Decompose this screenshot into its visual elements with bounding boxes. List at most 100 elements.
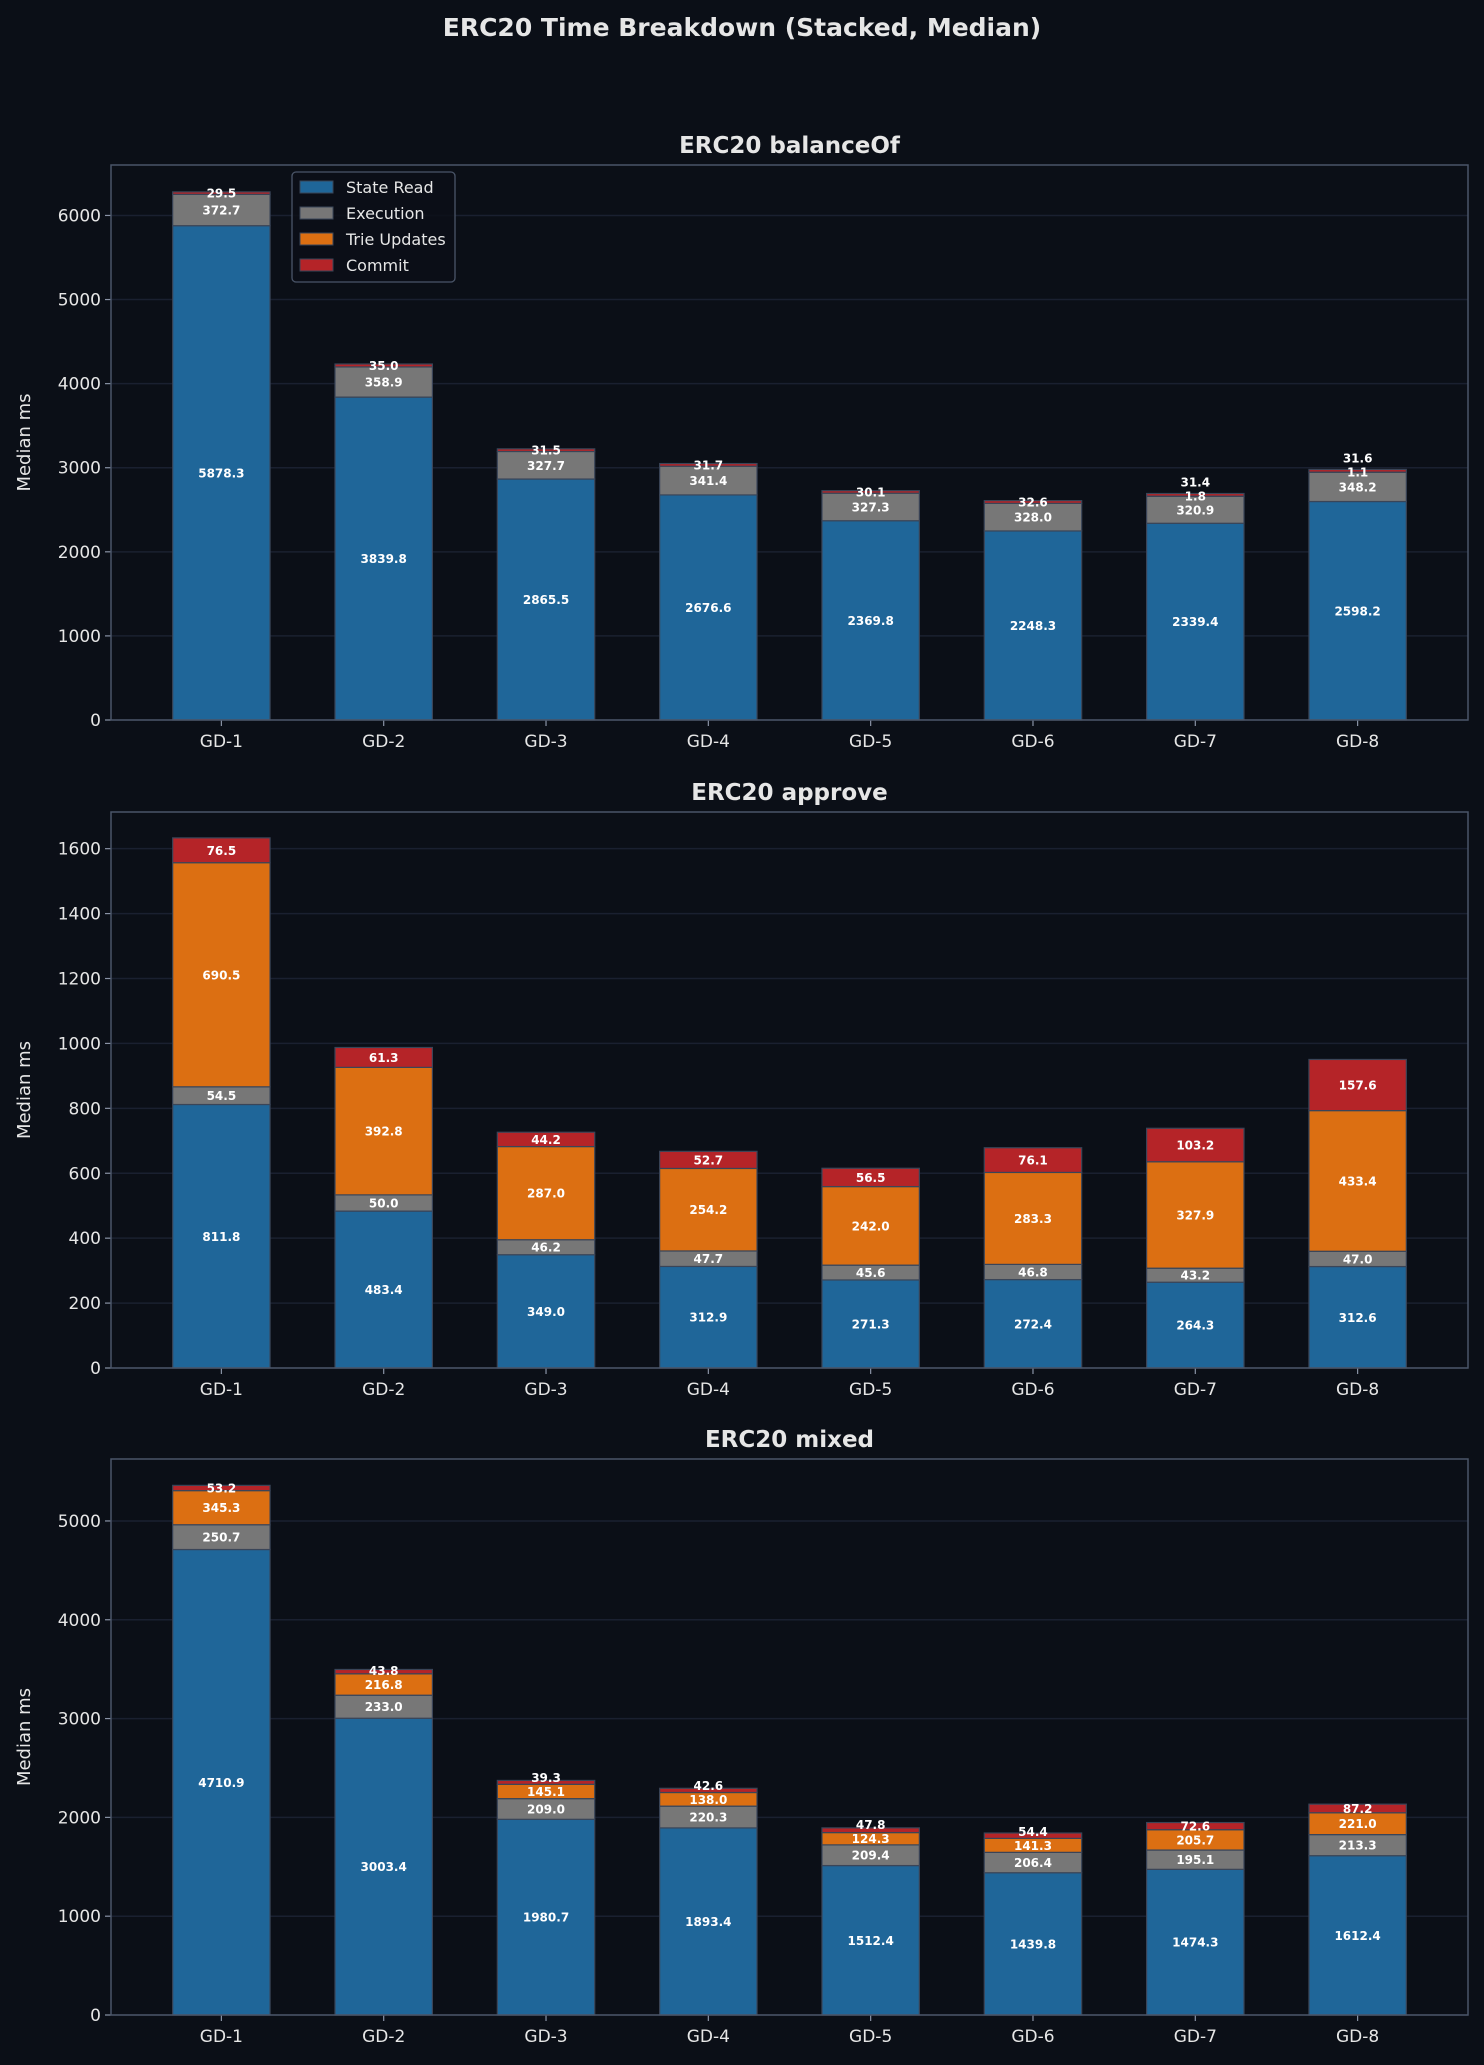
- bar-value-label: 157.6: [1339, 1079, 1377, 1093]
- bar-value-label: 46.8: [1018, 1265, 1048, 1279]
- y-tick-label: 4000: [58, 375, 101, 395]
- x-tick-label: GD-7: [1174, 1380, 1217, 1400]
- bar-value-label: 348.2: [1339, 480, 1377, 494]
- bar-execution: [1146, 495, 1245, 524]
- y-tick-label: 4000: [58, 1611, 101, 1631]
- x-tick-label: GD-5: [849, 2027, 892, 2047]
- y-tick-label: 600: [69, 1164, 101, 1184]
- x-tick-label: GD-4: [687, 1380, 730, 1400]
- x-tick-label: GD-3: [524, 1380, 567, 1400]
- bar-state-read: [821, 520, 920, 721]
- bar-value-label: 272.4: [1014, 1317, 1052, 1331]
- y-tick-label: 1000: [58, 1034, 101, 1054]
- bar-execution: [496, 450, 596, 480]
- bar-value-label: 1980.7: [523, 1911, 569, 1925]
- x-tick-label: GD-6: [1011, 1380, 1054, 1400]
- bar-value-label: 1474.3: [1172, 1936, 1218, 1950]
- bar-execution: [821, 492, 920, 522]
- bar-value-label: 31.6: [1343, 452, 1373, 466]
- y-axis-label: Median ms: [14, 1688, 35, 1786]
- bar-value-label: 3839.8: [361, 552, 407, 566]
- bar-value-label: 209.0: [527, 1802, 565, 1816]
- bar-trie-updates: [172, 862, 271, 1088]
- bar-value-label: 690.5: [202, 968, 240, 982]
- y-tick-label: 0: [90, 2006, 101, 2026]
- bar-value-label: 30.1: [856, 485, 886, 499]
- bar-execution: [172, 193, 271, 227]
- bar-value-label: 50.0: [369, 1196, 399, 1210]
- bar-value-label: 5878.3: [198, 466, 244, 480]
- bar-value-label: 124.3: [852, 1832, 890, 1846]
- y-tick-label: 5000: [58, 1512, 101, 1532]
- axes-frame: [110, 164, 1469, 721]
- bar-value-label: 216.8: [365, 1678, 403, 1692]
- bar-value-label: 45.6: [856, 1266, 886, 1280]
- bar-value-label: 2248.3: [1010, 619, 1056, 633]
- y-tick-label: 0: [90, 711, 101, 731]
- bar-commit: [1146, 1821, 1245, 1831]
- x-tick-label: GD-7: [1174, 2027, 1217, 2047]
- legend-swatch: [299, 180, 334, 194]
- bar-commit: [334, 1668, 433, 1675]
- x-tick-label: GD-3: [524, 2027, 567, 2047]
- bar-value-label: 372.7: [202, 204, 240, 218]
- bar-value-label: 47.7: [694, 1252, 724, 1266]
- bar-commit: [983, 1147, 1083, 1174]
- bar-value-label: 341.4: [689, 474, 727, 488]
- subplot-title: ERC20 balanceOf: [679, 133, 901, 159]
- x-tick-label: GD-1: [200, 732, 243, 752]
- x-tick-label: GD-5: [849, 732, 892, 752]
- bar-value-label: 1612.4: [1334, 1929, 1380, 1943]
- bar-value-label: 483.4: [365, 1283, 403, 1297]
- x-tick-label: GD-1: [200, 1380, 243, 1400]
- subplot-title: ERC20 mixed: [705, 1427, 874, 1453]
- bar-commit: [1146, 492, 1245, 497]
- bar-state-read: [334, 396, 433, 721]
- bar-value-label: 1512.4: [848, 1934, 894, 1948]
- y-tick-label: 200: [69, 1294, 101, 1314]
- bar-value-label: 1.8: [1185, 489, 1206, 503]
- bar-value-label: 242.0: [852, 1219, 890, 1233]
- bar-commit: [1308, 1058, 1407, 1112]
- bar-value-label: 811.8: [202, 1230, 240, 1244]
- bar-value-label: 76.1: [1018, 1154, 1048, 1168]
- bar-trie-updates: [1308, 1110, 1407, 1252]
- bar-value-label: 358.9: [365, 376, 403, 390]
- bar-value-label: 2598.2: [1334, 604, 1380, 618]
- subplot-3: ERC20 mixed Median ms 0 1000 2000 3000 4000 500…: [14, 1427, 1469, 2047]
- plot-area: [111, 1459, 1468, 2015]
- bar-state-read: [1308, 1855, 1407, 2016]
- x-tick-label: GD-6: [1011, 2027, 1054, 2047]
- bar-state-read: [983, 1278, 1083, 1369]
- bar-value-label: 47.0: [1343, 1252, 1373, 1266]
- bar-value-label: 287.0: [527, 1187, 565, 1201]
- bar-value-label: 2339.4: [1172, 615, 1218, 629]
- bar-value-label: 53.2: [207, 1482, 237, 1496]
- y-tick-label: 1000: [58, 1907, 101, 1927]
- plot-area: [111, 812, 1468, 1368]
- bar-commit: [659, 1150, 758, 1170]
- x-tick-label: GD-8: [1336, 1380, 1379, 1400]
- bar-value-label: 39.3: [531, 1771, 561, 1785]
- bar-commit: [983, 500, 1083, 504]
- bar-value-label: 250.7: [202, 1531, 240, 1545]
- x-tick-label: GD-2: [362, 1380, 405, 1400]
- bar-value-label: 46.2: [531, 1241, 561, 1255]
- axes-frame: [110, 1458, 1469, 2016]
- legend-label: State Read: [346, 178, 434, 197]
- bar-value-label: 29.5: [207, 187, 237, 201]
- bar-trie-updates: [334, 1066, 433, 1196]
- bar-commit: [172, 191, 271, 195]
- x-tick-label: GD-8: [1336, 2027, 1379, 2047]
- bar-state-read: [1146, 522, 1245, 721]
- y-tick-label: 800: [69, 1099, 101, 1119]
- bar-commit: [496, 1131, 596, 1148]
- figure-title: ERC20 Time Breakdown (Stacked, Median): [443, 13, 1041, 42]
- legend-swatch: [299, 258, 334, 272]
- bar-value-label: 264.3: [1176, 1319, 1214, 1333]
- subplot-2: ERC20 approve Median ms 0 200 400 600 800 1000 1…: [14, 780, 1469, 1400]
- bar-value-label: 328.0: [1014, 511, 1052, 525]
- y-tick-label: 1400: [58, 905, 101, 925]
- bar-trie-updates: [496, 1145, 596, 1241]
- bar-value-label: 213.3: [1339, 1839, 1377, 1853]
